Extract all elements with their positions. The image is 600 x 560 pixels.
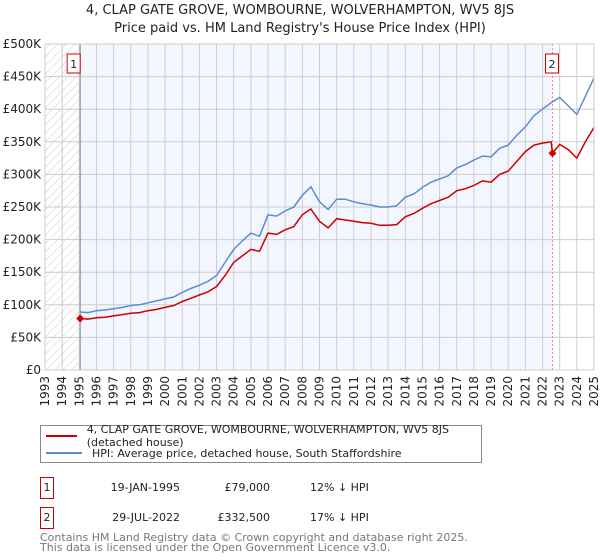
transaction-marker: 1: [40, 477, 54, 499]
x-tick-label: 2006: [261, 376, 275, 407]
legend-item-property: 4, CLAP GATE GROVE, WOMBOURNE, WOLVERHAM…: [41, 423, 481, 449]
price-chart: £0 £50K £100K £150K £200K £250K £300K £350K £400…: [3, 37, 600, 407]
x-tick-label: 2017: [450, 376, 464, 407]
x-tick-label: 2015: [415, 376, 429, 407]
transaction-date: 19-JAN-1995: [110, 481, 180, 494]
x-tick-label: 2005: [244, 376, 258, 407]
x-tick-label: 2004: [227, 376, 241, 407]
x-tick-label: 2021: [518, 376, 532, 407]
x-tick-label: 2023: [553, 376, 567, 407]
x-tick-label: 1995: [72, 376, 86, 407]
y-tick-label: £350K: [3, 135, 43, 149]
sale-point-2: [548, 149, 557, 158]
transaction-hpi: 17% ↓ HPI: [310, 511, 369, 524]
plot-border: [44, 43, 595, 371]
x-tick-label: 2014: [398, 376, 412, 407]
x-tick-label: 2001: [175, 376, 189, 407]
footer-licence: This data is licensed under the Open Gov…: [40, 541, 391, 554]
y-tick-label: £500K: [3, 37, 43, 51]
x-tick-label: 2003: [210, 376, 224, 407]
x-tick-label: 1997: [107, 376, 121, 407]
y-tick-label: £400K: [3, 102, 43, 116]
hpi-series-line: [80, 77, 595, 314]
legend: 4, CLAP GATE GROVE, WOMBOURNE, WOLVERHAM…: [40, 423, 482, 463]
y-tick-label: £250K: [3, 200, 43, 214]
x-tick-label: 2000: [158, 376, 172, 407]
x-tick-label: 1998: [124, 376, 138, 407]
y-tick-label: £100K: [3, 298, 43, 312]
x-tick-label: 2013: [381, 376, 395, 407]
x-tick-label: 2022: [536, 376, 550, 407]
chart-subtitle: Price paid vs. HM Land Registry's House …: [114, 21, 486, 36]
y-tick-label: £150K: [3, 265, 43, 279]
sale-marker-box: [544, 53, 559, 74]
y-tick-label: £50K: [10, 330, 42, 344]
sale-marker-label: 2: [548, 58, 555, 71]
legend-item-hpi: HPI: Average price, detached house, Sout…: [41, 445, 402, 461]
x-tick-label: 1996: [89, 376, 103, 407]
x-tick-label: 2020: [501, 376, 515, 407]
y-tick-label: £300K: [3, 167, 43, 181]
x-tick-label: 2002: [192, 376, 206, 407]
sale-marker-box: [66, 53, 81, 74]
transaction-row: 2 29-JUL-2022 £332,500 17% ↓ HPI: [40, 507, 440, 529]
transaction-hpi: 12% ↓ HPI: [310, 481, 369, 494]
footer-copyright: Contains HM Land Registry data © Crown c…: [40, 531, 468, 544]
x-tick-label: 2009: [313, 376, 327, 407]
sale-point-1: [76, 314, 85, 323]
x-tick-label: 2024: [570, 376, 584, 407]
sale-marker-label: 1: [70, 58, 77, 71]
y-tick-label: £0: [26, 363, 41, 377]
x-tick-label: 1994: [55, 376, 69, 407]
chart-title: 4, CLAP GATE GROVE, WOMBOURNE, WOLVERHAM…: [85, 3, 515, 18]
transaction-marker: 2: [40, 507, 54, 529]
x-tick-label: 2011: [347, 376, 361, 407]
x-tick-label: 1999: [141, 376, 155, 407]
y-tick-label: £450K: [3, 70, 43, 84]
x-tick-label: 2010: [330, 376, 344, 407]
x-tick-label: 2025: [587, 376, 600, 407]
property-series-line: [80, 127, 595, 320]
transaction-date: 29-JUL-2022: [112, 511, 180, 524]
y-tick-label: £200K: [3, 233, 43, 247]
x-tick-label: 2007: [278, 376, 292, 407]
x-tick-label: 2008: [295, 376, 309, 407]
transaction-price: £79,000: [224, 481, 271, 494]
x-tick-label: 2018: [467, 376, 481, 407]
transaction-row: 1 19-JAN-1995 £79,000 12% ↓ HPI: [40, 477, 440, 499]
x-tick-label: 2019: [484, 376, 498, 407]
legend-label: 4, CLAP GATE GROVE, WOMBOURNE, WOLVERHAM…: [86, 423, 449, 449]
x-tick-label: 1993: [38, 376, 52, 407]
transaction-price: £332,500: [217, 511, 271, 524]
legend-swatch-red: [46, 435, 77, 437]
x-tick-label: 2012: [364, 376, 378, 407]
legend-label: HPI: Average price, detached house, Sout…: [92, 446, 402, 460]
legend-swatch-blue: [46, 452, 82, 454]
x-tick-label: 2016: [433, 376, 447, 407]
